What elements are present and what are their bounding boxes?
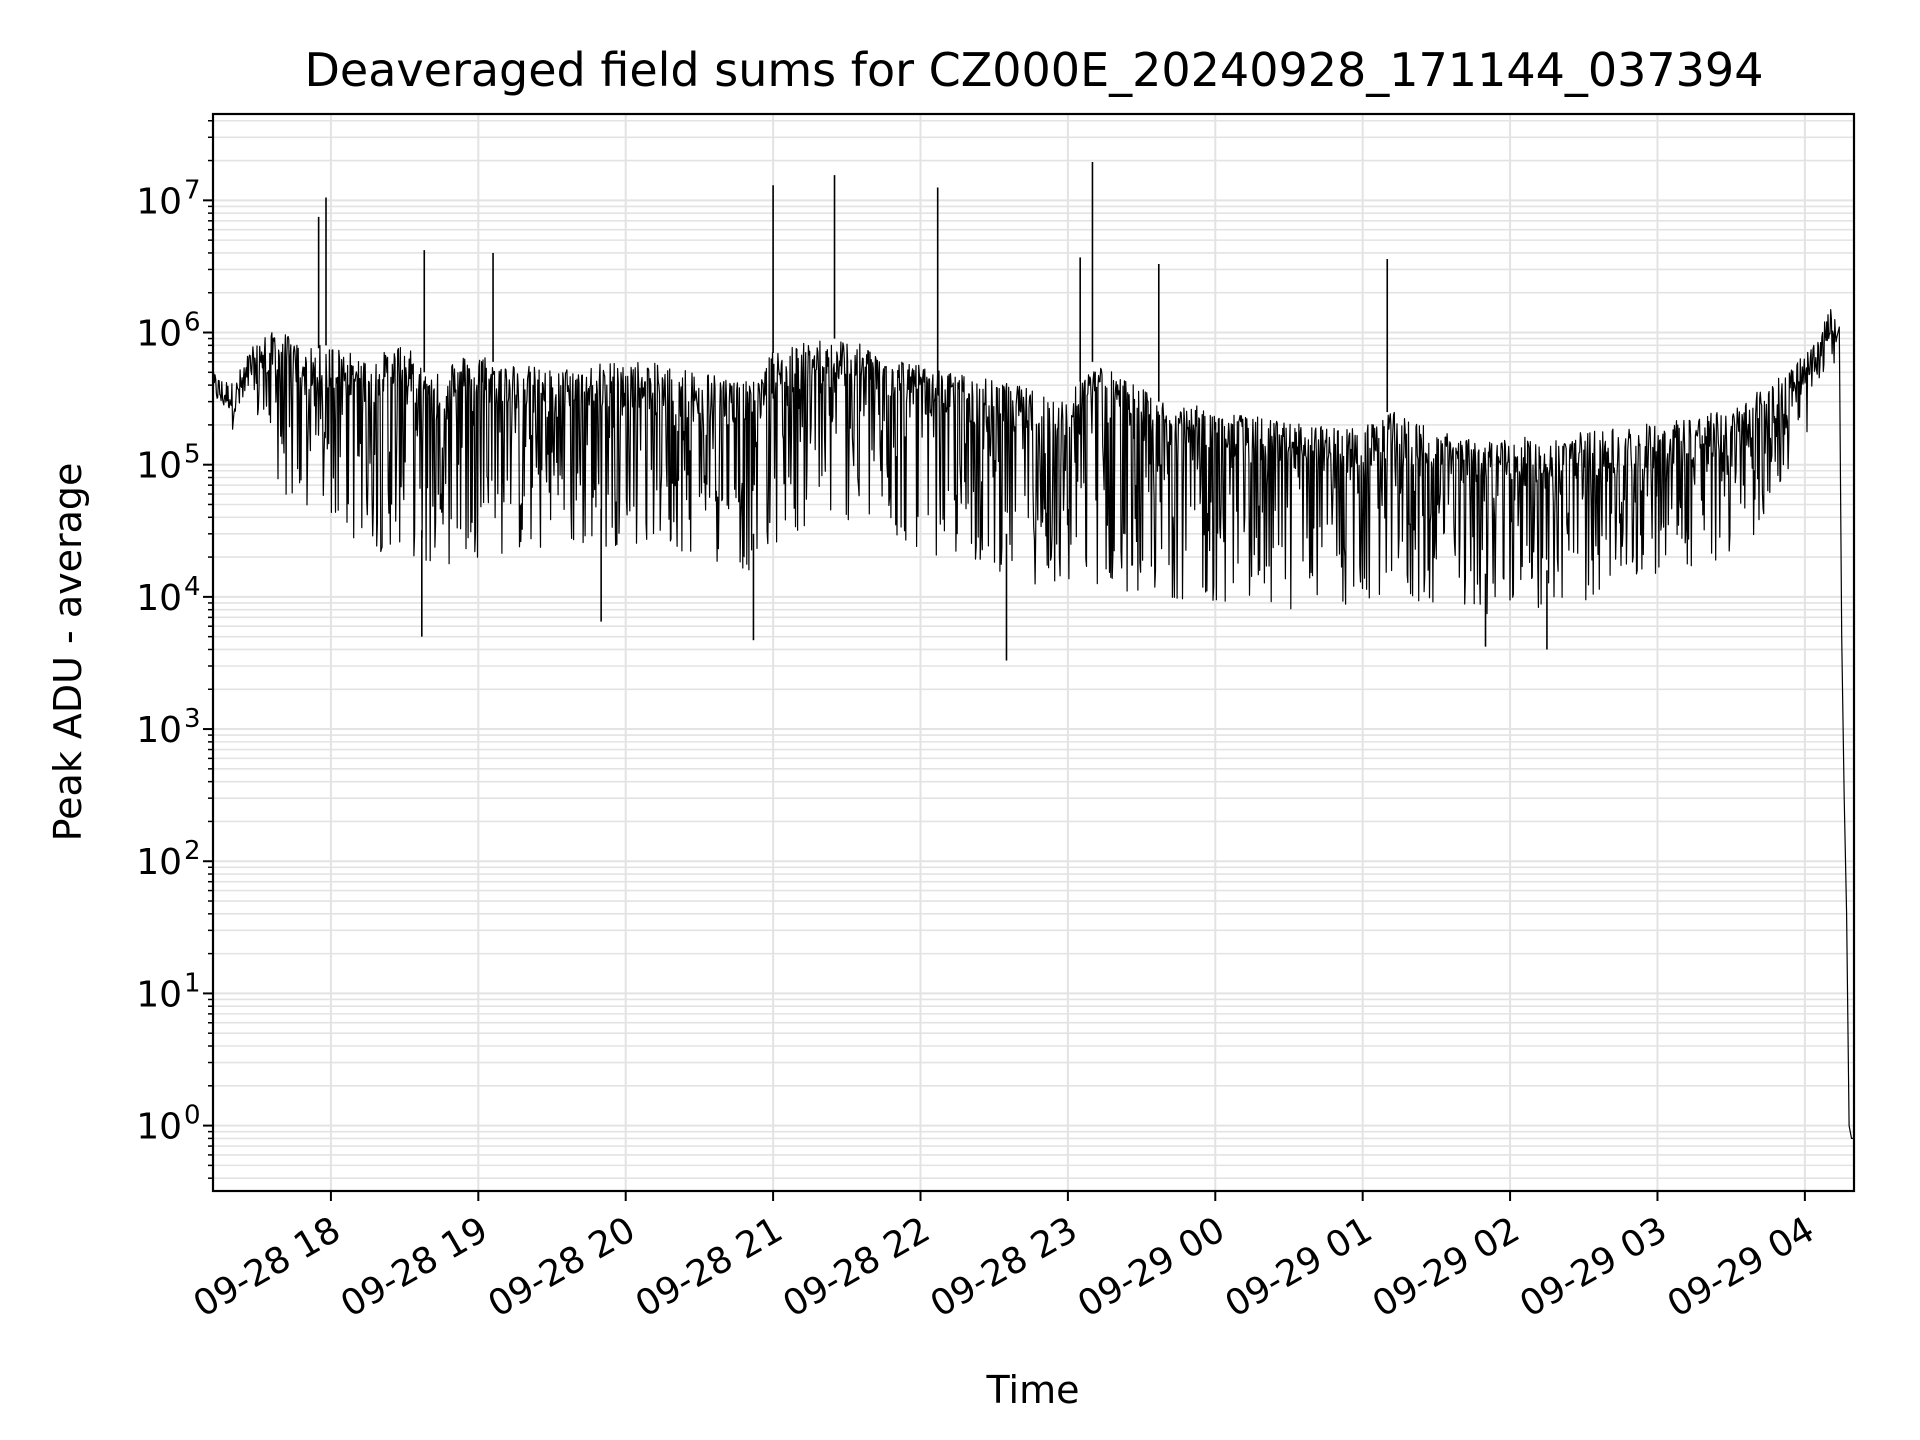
y-tick-label: 10 5 [136, 440, 200, 487]
y-axis-label: Peak ADU - average [46, 463, 90, 842]
y-tick-exponent: 2 [184, 836, 201, 866]
plot-frame [211, 112, 1856, 1193]
y-tick-base: 10 [136, 1107, 182, 1148]
y-tick-label: 10 2 [136, 836, 200, 883]
series-line [212, 309, 1854, 1139]
y-tick-exponent: 4 [184, 572, 201, 602]
chart-title: Deaveraged field sums for CZ000E_2024092… [305, 43, 1764, 97]
y-tick-base: 10 [136, 974, 182, 1015]
x-axis-label: Time [986, 1368, 1080, 1412]
series-group [212, 162, 1854, 1139]
y-tick-base: 10 [136, 446, 182, 487]
y-tick-base: 10 [136, 181, 182, 222]
y-tick-exponent: 7 [184, 175, 201, 205]
y-tick-label: 10 3 [136, 704, 200, 751]
grid-lines [213, 114, 1854, 1191]
y-tick-label: 10 7 [136, 175, 200, 222]
y-tick-label: 10 6 [136, 308, 200, 355]
y-tick-exponent: 5 [184, 440, 201, 470]
y-tick-exponent: 3 [184, 704, 201, 734]
y-tick-exponent: 6 [184, 308, 201, 338]
y-tick-label: 10 4 [136, 572, 200, 619]
y-tick-exponent: 0 [184, 1101, 201, 1131]
y-tick-base: 10 [136, 578, 182, 619]
y-tick-base: 10 [136, 314, 182, 355]
y-tick-label: 10 1 [136, 968, 200, 1015]
y-tick-exponent: 1 [184, 968, 201, 998]
y-tick-base: 10 [136, 710, 182, 751]
y-tick-label: 10 0 [136, 1101, 200, 1148]
y-tick-base: 10 [136, 842, 182, 883]
